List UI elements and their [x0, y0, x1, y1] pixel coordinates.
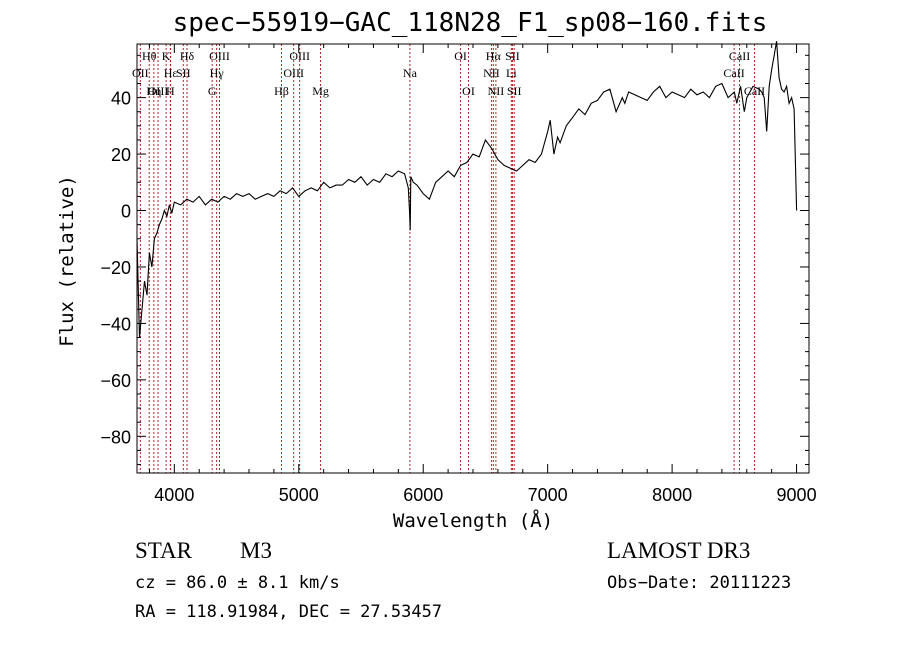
line-id-label: OIII — [209, 49, 230, 63]
y-tick-label: −40 — [100, 314, 131, 334]
tick-labels: 4000 5000 6000 7000 8000 9000 −80 −60 −40 −20 0 20 4… — [100, 89, 816, 505]
line-id-label: Hη — [146, 84, 161, 98]
y-tick-label: −20 — [100, 258, 131, 278]
x-tick-label: 4000 — [154, 485, 194, 505]
survey-name: LAMOST DR3 — [607, 538, 751, 563]
x-tick-label: 8000 — [652, 485, 692, 505]
redshift-cz: cz = 86.0 ± 8.1 km/s — [135, 573, 340, 593]
line-id-label: K — [162, 49, 171, 63]
line-id-label: SII — [505, 49, 520, 63]
line-id-label: OIII — [148, 84, 169, 98]
line-id-label: Hγ — [210, 66, 225, 80]
line-id-label: CaII — [729, 49, 750, 63]
line-id-label: OII — [132, 66, 149, 80]
line-id-label: CaII — [723, 66, 744, 80]
line-id-label: Hα — [486, 49, 502, 63]
line-id-label: OI — [454, 49, 467, 63]
line-id-markers — [139, 44, 755, 473]
x-tick-label: 6000 — [403, 485, 443, 505]
line-id-label: SII — [176, 66, 191, 80]
line-id-label: OIII — [289, 49, 310, 63]
line-id-label: Mg — [312, 84, 329, 98]
line-id-label: Hθ — [142, 49, 157, 63]
object-class: STAR — [135, 538, 192, 563]
line-id-label: Hδ — [180, 49, 195, 63]
y-tick-label: −80 — [100, 427, 131, 447]
line-id-label: Hβ — [274, 84, 289, 98]
y-axis-label: Flux (relative) — [56, 175, 78, 347]
spectrum-series — [136, 41, 798, 338]
x-axis-label: Wavelength (Å) — [392, 510, 554, 532]
line-id-label: Li — [506, 66, 517, 80]
plot-frame — [136, 43, 810, 474]
y-tick-label: 0 — [121, 202, 131, 222]
x-tick-label: 5000 — [279, 485, 319, 505]
line-id-label: G — [208, 84, 217, 98]
object-subclass: M3 — [240, 538, 272, 563]
observation-date: Obs−Date: 20111223 — [607, 573, 792, 593]
spectrum-line — [136, 41, 798, 338]
line-id-label: OIII — [283, 66, 304, 80]
ra-dec-coordinates: RA = 118.91984, DEC = 27.53457 — [135, 602, 443, 622]
line-id-label: NII — [483, 66, 500, 80]
line-id-label: Hε — [164, 66, 178, 80]
y-tick-label: 40 — [111, 89, 131, 109]
x-tick-label: 7000 — [528, 485, 568, 505]
line-id-label: SII — [507, 84, 522, 98]
chart-title: spec−55919−GAC_118N28_F1_sp08−160.fits — [172, 8, 768, 38]
line-id-label: OI — [462, 84, 475, 98]
line-id-label: CaII — [744, 84, 765, 98]
line-id-label: Na — [403, 66, 418, 80]
line-id-label: H — [166, 84, 175, 98]
x-tick-label: 9000 — [777, 485, 817, 505]
line-id-label: NII — [488, 84, 505, 98]
y-tick-label: −60 — [100, 371, 131, 391]
y-tick-label: 20 — [111, 145, 131, 165]
axes — [136, 43, 810, 474]
